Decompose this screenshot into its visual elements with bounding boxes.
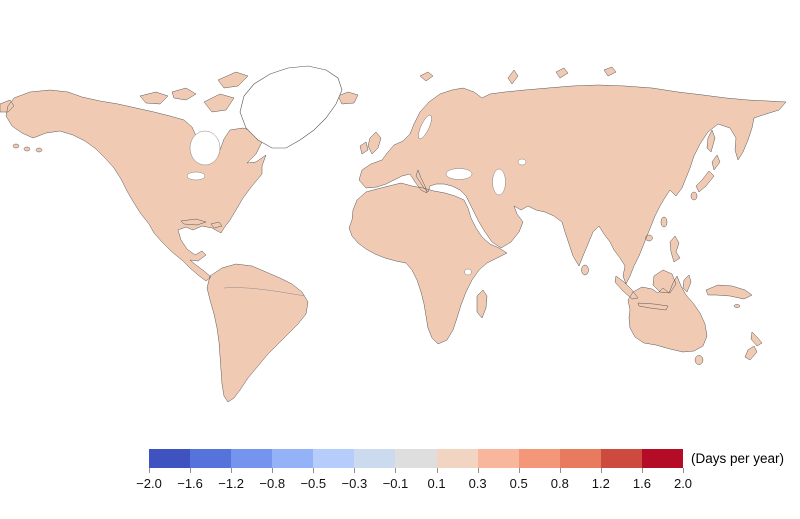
colorbar-tick-mark bbox=[518, 468, 520, 473]
world-trend-map bbox=[0, 65, 787, 403]
colorbar-segment bbox=[149, 449, 191, 468]
map-svg bbox=[0, 65, 787, 403]
colorbar-tick-mark bbox=[600, 468, 602, 473]
colorbar-tick-label: −0.8 bbox=[259, 476, 286, 491]
colorbar-segment bbox=[354, 449, 396, 468]
land-base bbox=[0, 67, 786, 402]
colorbar-tick-mark bbox=[354, 468, 356, 473]
colorbar-segment bbox=[272, 449, 314, 468]
colorbar-tick-mark bbox=[641, 468, 643, 473]
colorbar-tick-mark bbox=[477, 468, 479, 473]
colorbar-tick-mark bbox=[559, 468, 561, 473]
colorbar-tick-mark bbox=[683, 468, 684, 473]
colorbar-segment bbox=[395, 449, 437, 468]
colorbar-tick-labels: −2.0 −1.6 −1.2 −0.8 −0.5 −0.3 −0.1 0.1 0.3 0.5 0.8… bbox=[136, 476, 692, 492]
colorbar-tick-label: 1.6 bbox=[632, 476, 651, 491]
colorbar-segment bbox=[231, 449, 273, 468]
colorbar-tick-mark bbox=[149, 468, 150, 473]
colorbar-tick-mark bbox=[436, 468, 438, 473]
colorbar-tick-label: −0.3 bbox=[341, 476, 368, 491]
colorbar-tick-label: −2.0 bbox=[136, 476, 162, 491]
river-line bbox=[223, 287, 306, 297]
colorbar-units-label: (Days per year) bbox=[691, 451, 785, 466]
colorbar-segment bbox=[190, 449, 232, 468]
colorbar-tick-label: −0.1 bbox=[382, 476, 409, 491]
colorbar-tick-mark bbox=[190, 468, 192, 473]
colorbar-tick-label: 0.5 bbox=[509, 476, 528, 491]
colorbar-segment bbox=[641, 449, 684, 468]
colorbar-segment bbox=[518, 449, 560, 468]
colorbar-segment bbox=[436, 449, 478, 468]
colorbar-tick-label: −0.5 bbox=[300, 476, 327, 491]
colorbar-segment bbox=[477, 449, 519, 468]
colorbar-tick-mark bbox=[313, 468, 315, 473]
inland-seas bbox=[186, 114, 527, 276]
colorbar-tick-label: 0.3 bbox=[468, 476, 487, 491]
landmass-greenland-nodata bbox=[239, 65, 343, 149]
colorbar-segment bbox=[313, 449, 355, 468]
colorbar bbox=[149, 449, 684, 468]
colorbar-tick-label: −1.6 bbox=[177, 476, 203, 491]
colorbar-tick-label: 0.8 bbox=[550, 476, 569, 491]
colorbar-ticks bbox=[149, 468, 684, 474]
colorbar-tick-mark bbox=[395, 468, 397, 473]
colorbar-tick-label: 0.1 bbox=[427, 476, 446, 491]
colorbar-tick-mark bbox=[272, 468, 274, 473]
colorbar-tick-mark bbox=[231, 468, 233, 473]
colorbar-segment bbox=[559, 449, 601, 468]
colorbar-tick-label: −1.2 bbox=[218, 476, 244, 491]
colorbar-tick-label: 2.0 bbox=[673, 476, 693, 491]
colorbar-tick-label: 1.2 bbox=[591, 476, 610, 491]
colorbar-segment bbox=[600, 449, 642, 468]
